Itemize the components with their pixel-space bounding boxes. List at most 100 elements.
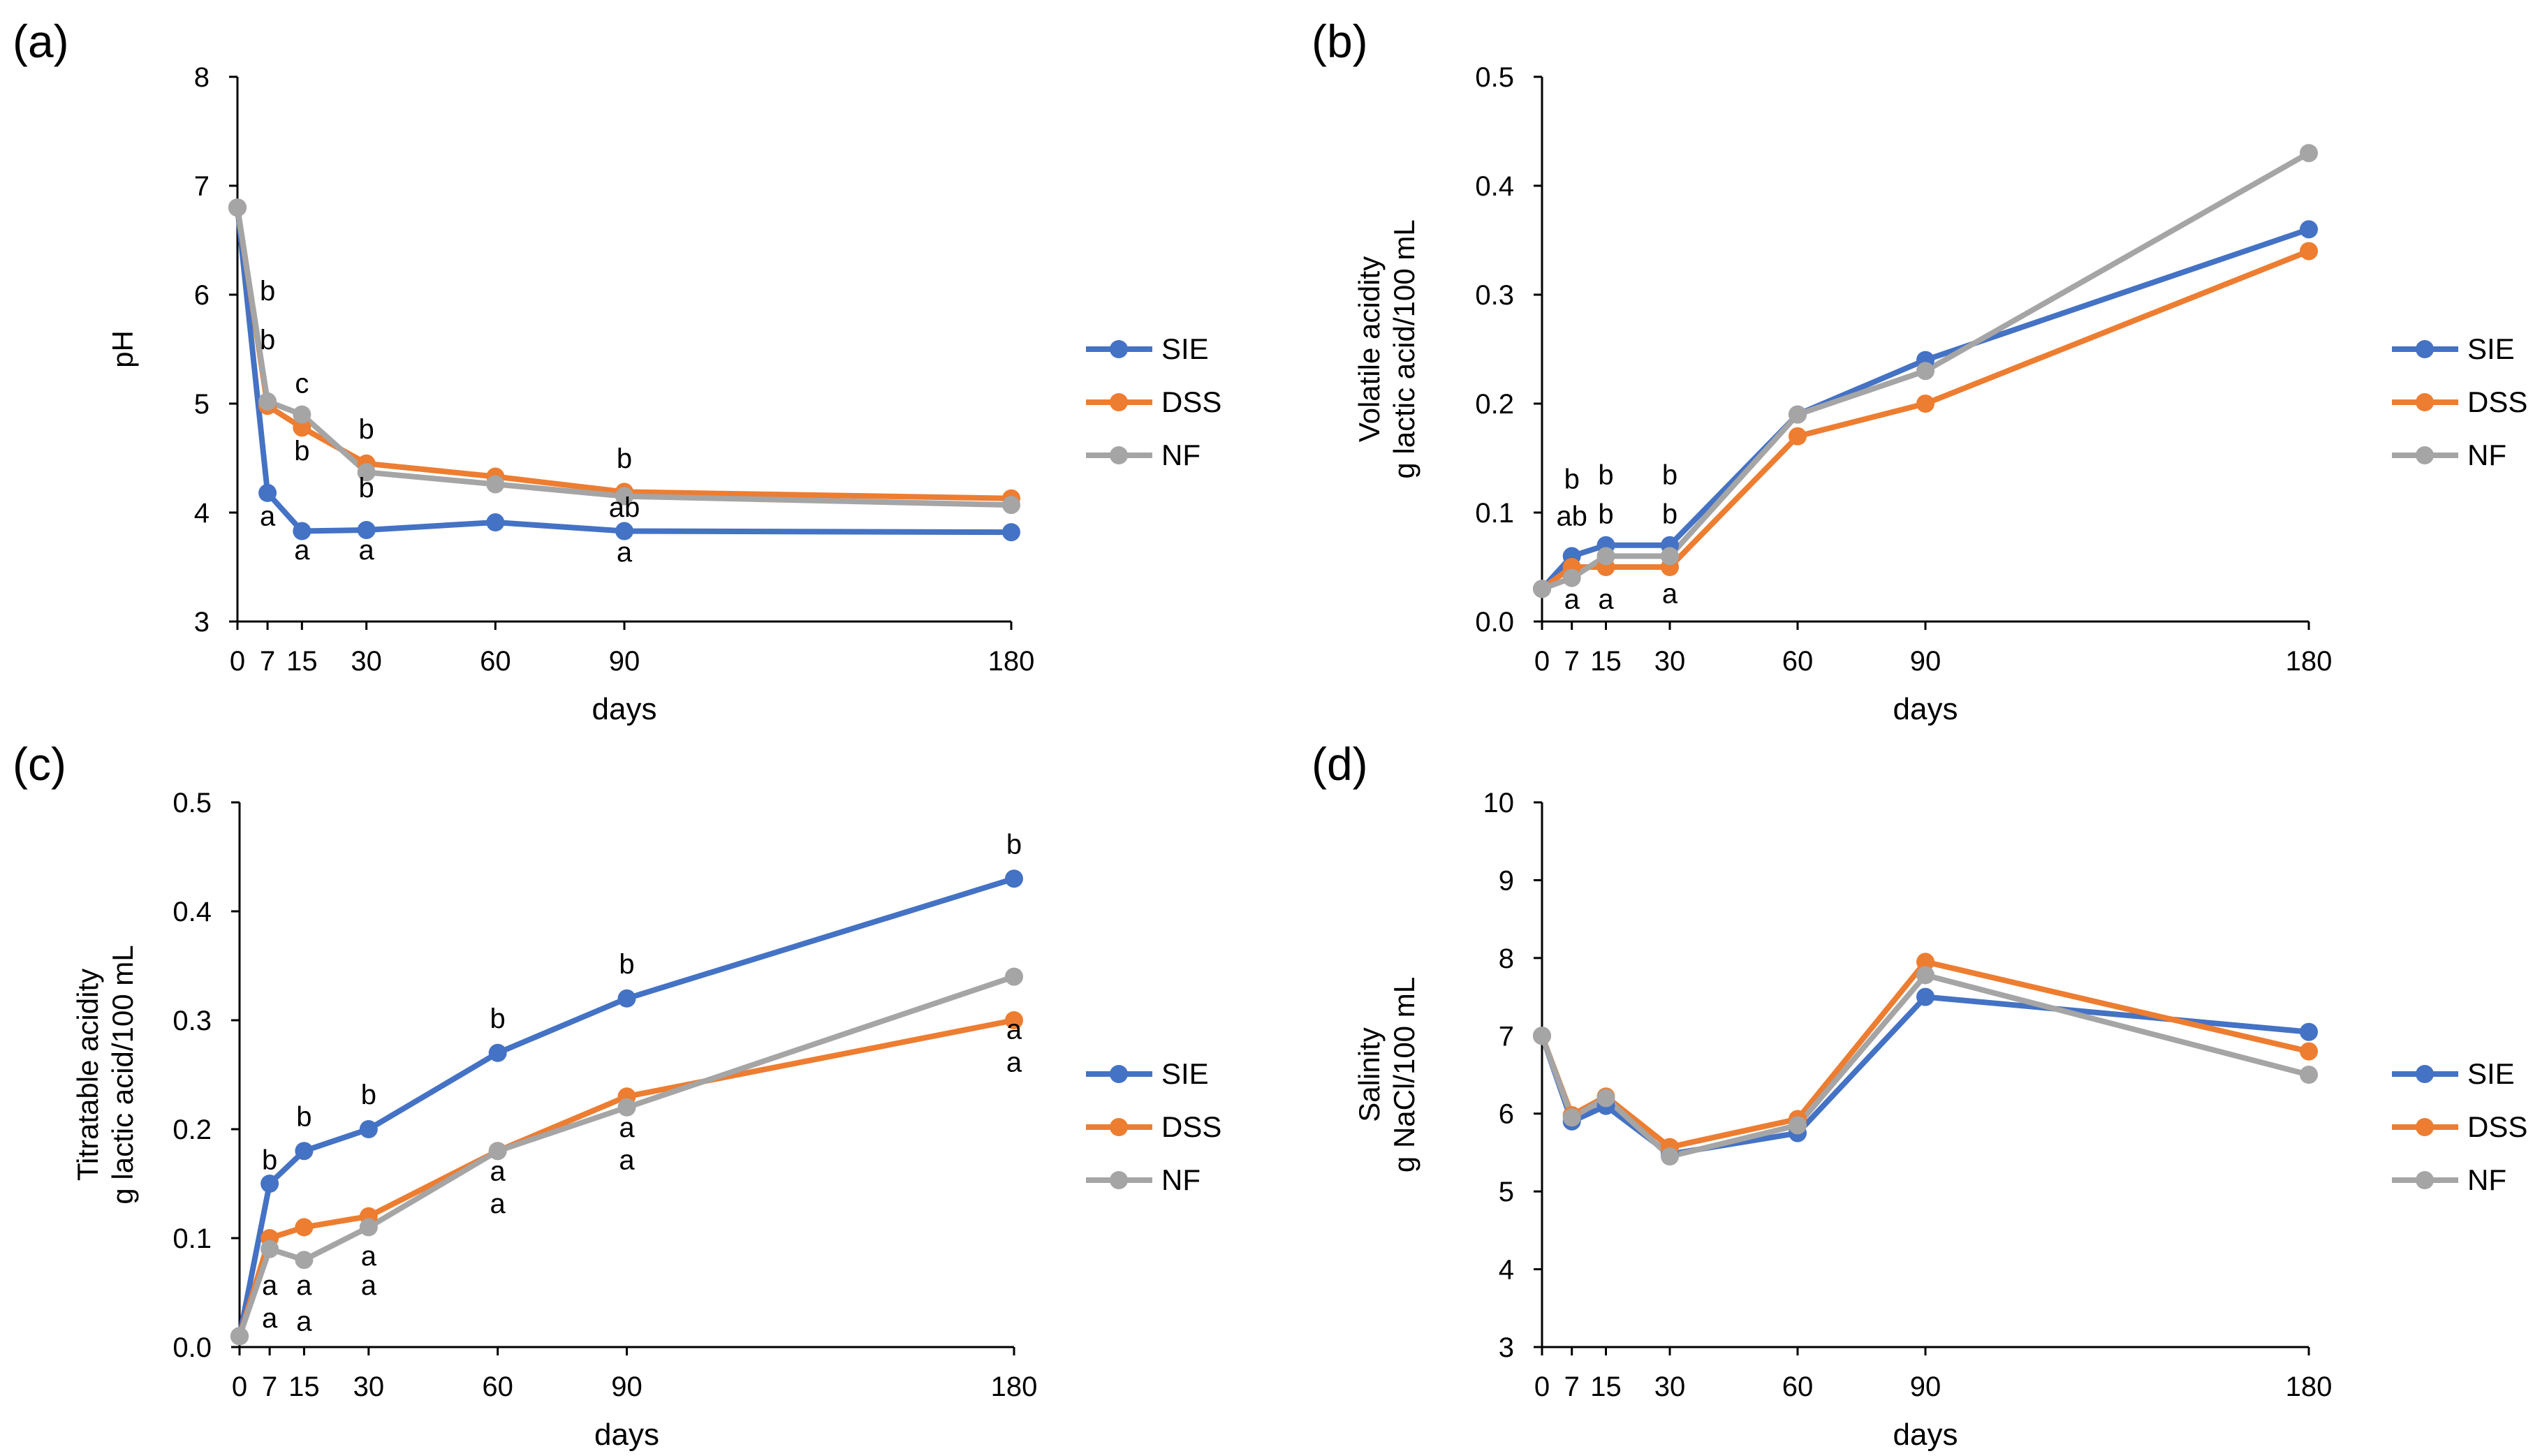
data-point-nf (617, 1098, 636, 1117)
y-tick-label: 0.4 (1475, 171, 1514, 202)
legend-label-dss: DSS (1161, 1110, 1221, 1143)
y-tick-label: 0.0 (1475, 607, 1514, 638)
data-point-dss (2300, 1042, 2318, 1061)
legend-label-dss: DSS (2467, 1110, 2527, 1143)
data-point-nf (2300, 1066, 2318, 1084)
y-tick-label: 6 (1499, 1099, 1514, 1130)
x-tick-label: 90 (1910, 1372, 1941, 1402)
x-tick-label: 180 (2286, 646, 2333, 677)
x-tick-label: 90 (611, 1372, 643, 1402)
y-tick-label: 7 (1499, 1021, 1514, 1052)
y-axis-title: pH (106, 330, 139, 368)
y-tick-label: 0.5 (172, 788, 212, 818)
significance-label: b (359, 414, 374, 445)
y-tick-label: 0.3 (172, 1006, 212, 1036)
y-tick-label: 10 (1483, 788, 1515, 818)
significance-label: b (619, 949, 634, 980)
significance-label: b (1662, 459, 1677, 490)
significance-label: a (296, 1307, 312, 1337)
y-axis-title: Salinity (1353, 1027, 1386, 1122)
data-point-nf (359, 1218, 378, 1237)
x-tick-label: 7 (1564, 646, 1580, 677)
legend-label-sie: SIE (2467, 332, 2515, 365)
legend-marker-nf (2416, 1171, 2434, 1189)
data-point-nf (295, 1251, 314, 1270)
data-point-dss (1005, 1011, 1023, 1029)
x-tick-label: 60 (1782, 646, 1814, 677)
x-tick-label: 60 (480, 646, 511, 677)
x-tick-label: 30 (1654, 1372, 1686, 1402)
x-tick-label: 15 (1590, 1372, 1622, 1402)
data-point-dss (293, 418, 311, 437)
significance-label: b (1662, 499, 1677, 530)
significance-label: a (1662, 578, 1678, 609)
y-tick-label: 3 (1499, 1332, 1514, 1363)
data-point-sie (2300, 220, 2318, 239)
x-axis-title: days (592, 692, 657, 726)
data-point-sie (359, 1120, 378, 1138)
y-tick-label: 0.3 (1475, 280, 1514, 311)
data-point-sie (1916, 987, 1934, 1006)
significance-label: a (617, 537, 633, 568)
significance-label: b (296, 1101, 311, 1132)
significance-label: a (262, 1270, 278, 1301)
y-axis-title: Titratable acidity (71, 969, 104, 1181)
y-tick-label: 0.1 (1475, 498, 1514, 529)
legend-label-nf: NF (1161, 1163, 1201, 1196)
chart-panel-c: (c) 0.0 0.1 0.2 0.3 0.4 0.5 0 7 15 30 60 90 180 days Ti… (13, 738, 1221, 1452)
data-point-nf (230, 1327, 249, 1346)
data-point-nf (1661, 547, 1679, 566)
y-tick-label: 0.0 (172, 1332, 212, 1363)
legend-marker-sie (2416, 340, 2434, 358)
data-point-sie (615, 522, 633, 541)
legend-label-nf: NF (2467, 439, 2506, 471)
data-point-sie (357, 520, 376, 539)
legend-label-dss: DSS (2467, 385, 2527, 418)
x-tick-label: 7 (262, 1372, 277, 1402)
x-tick-label: 180 (991, 1372, 1038, 1402)
x-tick-label: 90 (609, 646, 640, 677)
significance-label: b (1598, 499, 1613, 530)
significance-label: b (359, 473, 374, 503)
data-point-nf (1916, 966, 1934, 985)
data-point-nf (260, 1240, 279, 1258)
x-axis-title: days (1893, 1418, 1958, 1452)
data-point-nf (1562, 1108, 1581, 1127)
data-point-dss (2300, 242, 2318, 260)
data-point-nf (357, 463, 376, 482)
significance-label: a (490, 1156, 506, 1186)
legend-label-nf: NF (1161, 439, 1201, 471)
y-tick-label: 0.1 (172, 1223, 212, 1254)
y-axis-title: g lactic acid/100 mL (106, 945, 139, 1204)
data-point-dss (295, 1218, 314, 1237)
data-point-nf (615, 487, 633, 506)
significance-label: a (359, 535, 375, 566)
legend-marker-dss (1110, 1118, 1128, 1136)
significance-label: a (490, 1189, 506, 1219)
significance-label: b (361, 1080, 376, 1110)
significance-label: b (617, 443, 632, 474)
x-tick-label: 180 (2286, 1372, 2333, 1402)
y-tick-label: 8 (194, 62, 210, 93)
data-point-sie (2300, 1022, 2318, 1041)
x-tick-label: 30 (351, 646, 382, 677)
y-tick-label: 0.2 (172, 1115, 212, 1145)
y-tick-label: 5 (1499, 1177, 1514, 1207)
significance-label: b (260, 276, 275, 307)
data-point-nf (228, 198, 247, 217)
data-point-dss (1789, 427, 1807, 446)
x-tick-label: 60 (1782, 1372, 1814, 1402)
data-point-nf (1661, 1147, 1679, 1165)
x-tick-label: 0 (1534, 646, 1550, 677)
data-point-nf (1789, 1116, 1807, 1135)
legend-marker-nf (1110, 446, 1128, 464)
significance-label: a (361, 1241, 377, 1272)
data-point-nf (1596, 1089, 1615, 1108)
significance-label: b (260, 325, 275, 355)
y-tick-label: 9 (1499, 865, 1514, 896)
legend-marker-sie (1110, 1065, 1128, 1083)
data-point-sie (486, 513, 505, 532)
x-tick-label: 90 (1910, 646, 1941, 677)
legend-marker-dss (2416, 1118, 2434, 1136)
